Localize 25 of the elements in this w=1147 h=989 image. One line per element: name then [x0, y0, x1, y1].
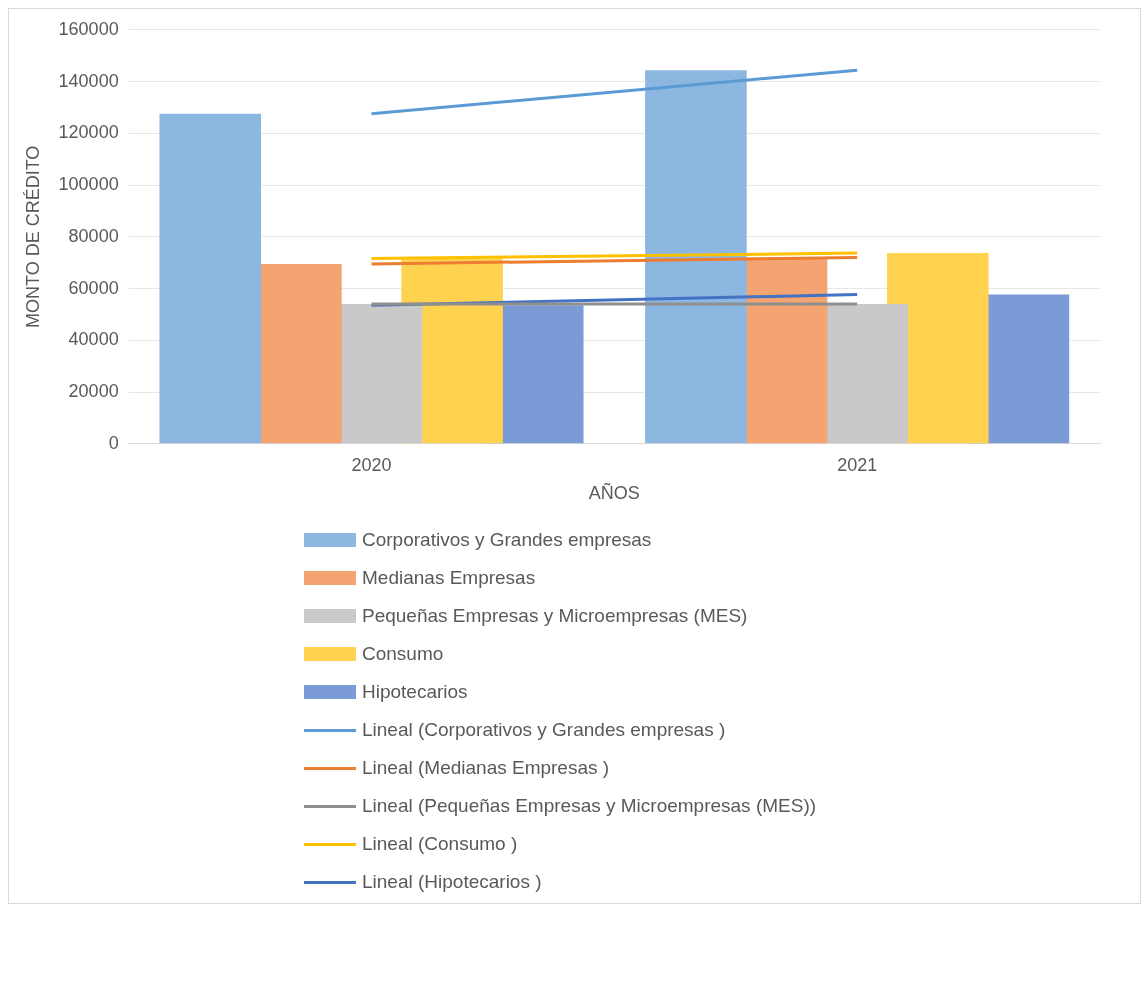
y-tick-label: 20000: [68, 381, 119, 402]
x-tick-label: 2021: [837, 454, 878, 475]
legend-label: Medianas Empresas: [362, 567, 536, 589]
x-axis-title: AÑOS: [588, 482, 640, 504]
legend-label: Lineal (Hipotecarios ): [362, 871, 542, 893]
y-tick-label: 60000: [68, 277, 119, 298]
y-tick-label: 160000: [58, 18, 119, 39]
y-tick-label: 80000: [68, 225, 119, 246]
legend-label: Lineal (Corporativos y Grandes empresas ): [362, 719, 726, 741]
y-tick-label: 40000: [68, 329, 119, 350]
legend-label: Lineal (Consumo ): [362, 833, 518, 855]
y-tick-label: 120000: [58, 122, 119, 143]
y-tick-label: 100000: [58, 174, 119, 195]
legend-label: Pequeñas Empresas y Microempresas (MES): [362, 605, 748, 627]
y-tick-label: 0: [108, 432, 119, 453]
bar: [159, 113, 262, 444]
bar: [645, 70, 747, 444]
y-tick-label: 140000: [58, 70, 119, 91]
legend-label: Lineal (Pequeñas Empresas y Microempresas (MES)): [362, 795, 817, 817]
legend-label: Lineal (Medianas Empresas ): [362, 757, 610, 779]
x-tick-label: 2020: [351, 454, 392, 475]
legend-label: Hipotecarios: [362, 681, 468, 703]
legend-label: Corporativos y Grandes empresas: [362, 529, 652, 551]
y-axis-title: MONTO DE CRÉDITO: [22, 145, 43, 328]
legend-label: Consumo: [362, 643, 444, 665]
